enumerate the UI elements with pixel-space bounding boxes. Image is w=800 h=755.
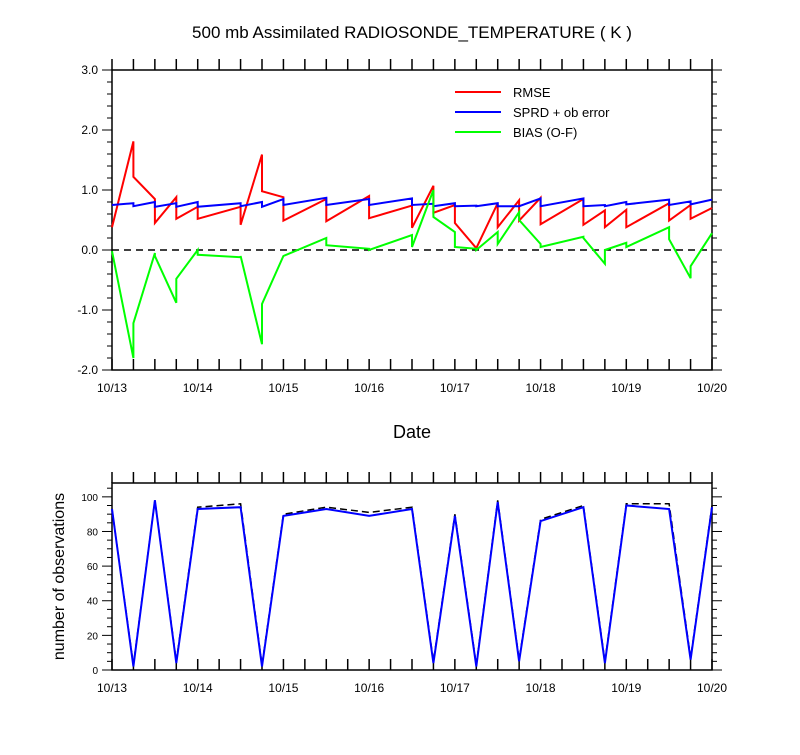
top-chart: 10/13 10/14 10/15 10/16 10/17 10/18 10/19 10/20… [77, 59, 727, 395]
x-tick-label: 10/19 [611, 681, 641, 695]
y-tick-label: -2.0 [77, 363, 98, 377]
chart-title: 500 mb Assimilated RADIOSONDE_TEMPERATUR… [192, 23, 632, 42]
y-tick-label: 100 [81, 493, 98, 504]
series-line-bias-o-f [111, 189, 713, 359]
x-tick-label: 10/18 [526, 381, 556, 395]
x-tick-label: 10/13 [97, 681, 127, 695]
x-tick-label: 10/13 [97, 381, 127, 395]
y-tick-label: 20 [87, 631, 99, 642]
y-tick-label: 3.0 [81, 63, 98, 77]
x-tick-label: 10/17 [440, 681, 470, 695]
y-tick-label: 2.0 [81, 123, 98, 137]
y-tick-label: 80 [87, 527, 99, 538]
x-axis-title: Date [393, 422, 431, 442]
bottom-chart: 10/13 10/14 10/15 10/16 10/17 10/18 10/19 10/20… [51, 472, 727, 695]
x-tick-label: 10/16 [354, 681, 384, 695]
x-tick-label: 10/20 [697, 381, 727, 395]
series-line-sprd-ob-error [111, 196, 713, 209]
legend-label-bias-o-f: BIAS (O-F) [513, 125, 577, 140]
x-tick-label: 10/20 [697, 681, 727, 695]
x-tick-label: 10/16 [354, 381, 384, 395]
series-line-assimilated [111, 500, 713, 667]
x-tick-label: 10/15 [268, 381, 298, 395]
series-line-rmse [111, 141, 713, 251]
y-tick-label: 60 [87, 562, 99, 573]
y-tick-label: -1.0 [77, 303, 98, 317]
x-tick-label: 10/15 [268, 681, 298, 695]
legend-label-sprd-ob-error: SPRD + ob error [513, 105, 610, 120]
x-tick-label: 10/14 [183, 381, 213, 395]
y-tick-label: 0 [92, 666, 98, 677]
x-tick-label: 10/17 [440, 381, 470, 395]
series-line-possible [111, 500, 713, 665]
x-tick-label: 10/19 [611, 381, 641, 395]
y-axis-title: number of observations [51, 493, 68, 660]
y-tick-label: 40 [87, 597, 99, 608]
y-tick-label: 1.0 [81, 183, 98, 197]
x-tick-label: 10/14 [183, 681, 213, 695]
y-tick-label: 0.0 [81, 243, 98, 257]
x-tick-label: 10/18 [526, 681, 556, 695]
legend-label-rmse: RMSE [513, 85, 551, 100]
